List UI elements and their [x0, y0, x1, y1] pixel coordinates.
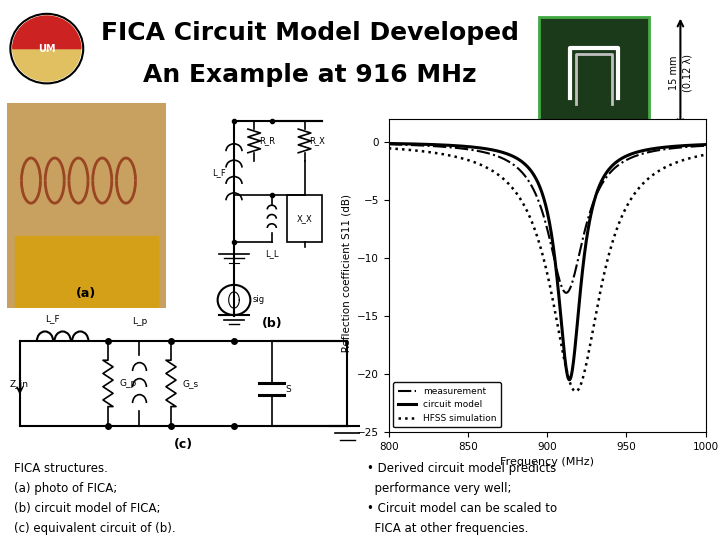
measurement — [694, 143, 703, 150]
Text: UM: UM — [38, 44, 55, 53]
measurement — [537, 205, 546, 212]
measurement — [645, 149, 654, 156]
Text: G_s: G_s — [182, 379, 199, 388]
measurement — [701, 143, 710, 149]
Line: circuit model: circuit model — [389, 144, 706, 380]
Text: FICA Circuit Model Developed: FICA Circuit Model Developed — [101, 22, 518, 45]
Text: L_p: L_p — [132, 317, 147, 326]
Line: measurement: measurement — [389, 144, 706, 293]
Text: (b): (b) — [261, 317, 282, 330]
circuit model — [556, 307, 564, 314]
Text: FICA structures.: FICA structures. — [14, 462, 108, 475]
Text: (c) equivalent circuit of (b).: (c) equivalent circuit of (b). — [14, 522, 176, 535]
X-axis label: Frequency (MHz): Frequency (MHz) — [500, 457, 594, 467]
Circle shape — [13, 16, 81, 81]
circuit model — [574, 313, 582, 320]
measurement — [574, 256, 582, 263]
HFSS simulation — [694, 153, 703, 159]
Text: R_R: R_R — [258, 137, 275, 145]
Text: L_F: L_F — [212, 168, 226, 177]
HFSS simulation — [574, 387, 582, 393]
HFSS simulation — [645, 174, 654, 181]
Bar — [287, 195, 323, 242]
Text: R_X: R_X — [309, 137, 325, 145]
Text: FICA at other frequencies.: FICA at other frequencies. — [367, 522, 528, 535]
Legend: measurement, circuit model, HFSS simulation: measurement, circuit model, HFSS simulat… — [393, 382, 501, 428]
Text: X_X: X_X — [297, 214, 312, 223]
circuit model — [535, 183, 544, 189]
Text: An Example at 916 MHz: An Example at 916 MHz — [143, 63, 477, 87]
Text: (a) photo of FICA;: (a) photo of FICA; — [14, 482, 117, 495]
HFSS simulation — [535, 240, 544, 246]
measurement — [384, 141, 393, 147]
HFSS simulation — [571, 388, 580, 395]
measurement — [535, 200, 544, 206]
Text: Z_in: Z_in — [10, 379, 29, 388]
circuit model — [564, 376, 573, 383]
Text: performance very well;: performance very well; — [367, 482, 512, 495]
Text: S: S — [286, 384, 292, 394]
HFSS simulation — [701, 151, 710, 158]
circuit model — [384, 140, 393, 147]
Text: (a): (a) — [76, 287, 96, 300]
Bar — [15, 236, 158, 308]
Text: G_p: G_p — [120, 379, 137, 388]
Text: • Derived circuit model predicts: • Derived circuit model predicts — [367, 462, 557, 475]
circuit model — [701, 141, 710, 148]
measurement — [562, 289, 570, 296]
Text: sig: sig — [253, 295, 265, 305]
circuit model — [537, 187, 546, 194]
Text: 15 mm
(0.12 λ): 15 mm (0.12 λ) — [669, 54, 692, 92]
circuit model — [694, 141, 703, 148]
Wedge shape — [13, 16, 81, 49]
Text: (b) circuit model of FICA;: (b) circuit model of FICA; — [14, 502, 161, 515]
HFSS simulation — [556, 336, 564, 342]
Text: L_L: L_L — [265, 249, 279, 258]
Line: HFSS simulation: HFSS simulation — [389, 148, 706, 392]
HFSS simulation — [537, 246, 546, 253]
Y-axis label: -Reflection coefficient S11 (dB): -Reflection coefficient S11 (dB) — [341, 194, 351, 356]
measurement — [556, 279, 564, 286]
Text: (c): (c) — [174, 438, 193, 451]
Text: • Circuit model can be scaled to: • Circuit model can be scaled to — [367, 502, 557, 515]
circuit model — [645, 146, 654, 153]
HFSS simulation — [384, 145, 393, 152]
Text: L_F: L_F — [45, 314, 60, 323]
